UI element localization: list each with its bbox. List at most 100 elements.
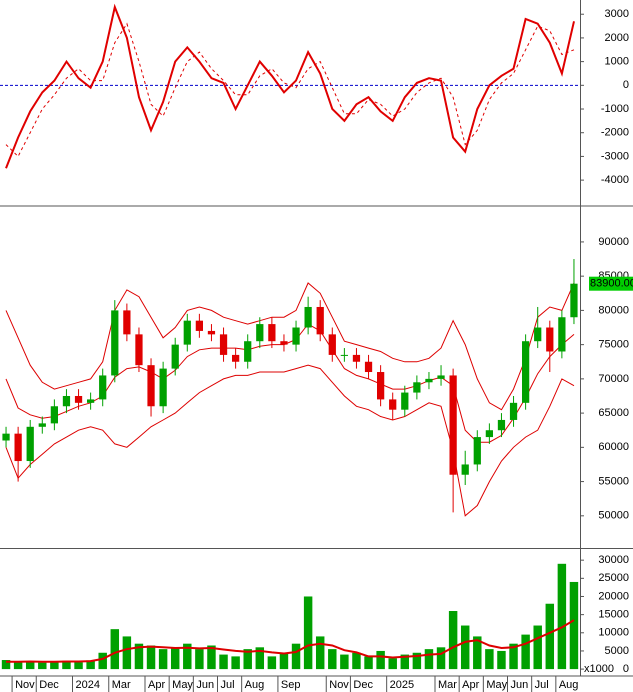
candle-body	[26, 426, 34, 462]
x-tick-label: Sep	[281, 679, 301, 691]
y-tick-label: 90000	[598, 236, 629, 248]
volume-bar	[255, 647, 265, 670]
y-tick-label: 0	[623, 79, 629, 91]
volume-bar	[521, 634, 530, 670]
candle-body	[304, 306, 312, 328]
y-tick-label: 20000	[598, 590, 629, 602]
x-tick-label: Mar	[438, 679, 457, 691]
y-tick-label: 10000	[598, 627, 629, 639]
volume-bar	[291, 643, 301, 670]
x-tick-label: Dec	[39, 679, 59, 691]
volume-bar	[545, 603, 555, 670]
volume-bar	[315, 636, 325, 670]
y-tick-label: 5000	[605, 645, 629, 657]
volume-bar	[122, 636, 132, 670]
volume-bar	[62, 660, 71, 670]
volume-bar	[460, 625, 470, 670]
volume-bar	[207, 645, 216, 670]
candle-body	[147, 365, 155, 407]
volume-bar	[352, 652, 361, 670]
candle-body	[232, 354, 240, 362]
y-tick-label: 75000	[598, 339, 629, 351]
candle-body	[522, 341, 530, 403]
candle-body	[352, 354, 361, 362]
candle-body	[534, 327, 542, 342]
volume-bar	[533, 625, 542, 670]
candle-body	[509, 402, 518, 420]
y-tick-label: 30000	[598, 554, 629, 566]
volume-bar	[303, 596, 313, 670]
last-price-box	[589, 276, 633, 291]
x-tick-label: May	[486, 679, 507, 691]
y-tick-label: 25000	[598, 572, 629, 584]
candle-body	[62, 395, 71, 407]
candle-body	[425, 378, 433, 383]
x-tick-label: Jul	[535, 679, 549, 691]
y-tick-label: 60000	[598, 441, 629, 453]
x-tick-label: Nov	[329, 679, 349, 691]
candle-body	[328, 334, 336, 355]
candle-body	[473, 437, 481, 465]
candle-body	[437, 375, 445, 379]
y-tick-label: 50000	[598, 510, 629, 522]
y-tick-label: -4000	[601, 174, 629, 186]
last-price-label: 83900.00	[590, 278, 633, 290]
candle-body	[14, 433, 22, 462]
x-tick-label: 2024	[76, 679, 100, 691]
volume-bar	[146, 645, 156, 670]
volume-bar	[50, 661, 59, 670]
candle-body	[50, 406, 58, 424]
volume-bar	[424, 649, 434, 670]
volume-bar	[98, 652, 107, 670]
volume-bar	[497, 650, 506, 670]
candle-body	[256, 324, 264, 342]
x-tick-label: Aug	[245, 679, 265, 691]
y-tick-label: 1000	[605, 56, 629, 68]
candle-body	[99, 375, 107, 400]
candle-body	[401, 392, 409, 410]
volume-bar	[388, 658, 397, 670]
y-tick-label: 80000	[598, 304, 629, 316]
volume-bar	[412, 652, 422, 670]
candle-body	[123, 310, 131, 335]
volume-bar	[183, 643, 192, 670]
y-tick-label: 2000	[605, 32, 629, 44]
x-tick-label: Dec	[353, 679, 373, 691]
candle-body	[558, 317, 566, 352]
volume-bar	[86, 660, 95, 670]
candle-body	[340, 354, 348, 356]
volume-bar	[134, 643, 144, 670]
volume-bar	[38, 662, 47, 670]
unit-label: x1000	[584, 663, 614, 675]
series-line	[5, 364, 575, 517]
volume-bar	[158, 649, 168, 670]
candle-body	[292, 327, 300, 345]
candle-body	[497, 419, 506, 431]
y-tick-label: 3000	[605, 8, 629, 20]
x-tick-label: Jul	[221, 679, 235, 691]
candle-body	[159, 368, 167, 407]
volume-bar	[110, 629, 120, 670]
volume-bar	[473, 636, 482, 670]
y-tick-label: 55000	[598, 475, 629, 487]
candle-body	[183, 320, 191, 345]
x-tick-label: Mar	[112, 679, 131, 691]
candle-body	[195, 320, 203, 331]
volume-bar	[219, 654, 228, 670]
candle-body	[364, 361, 373, 373]
volume-bar	[279, 652, 289, 670]
volume-bar	[400, 654, 410, 670]
x-tick-label: May	[172, 679, 193, 691]
candle-body	[485, 430, 493, 438]
candle-body	[135, 334, 143, 366]
volume-bar	[1, 660, 11, 670]
candle-body	[389, 399, 397, 410]
series-line	[5, 282, 575, 411]
x-tick-label: Jun	[511, 679, 529, 691]
volume-bar	[364, 656, 373, 670]
volume-bar	[267, 656, 277, 670]
y-tick-label: 0	[623, 663, 629, 675]
candle-body	[546, 327, 554, 352]
candle-body	[316, 306, 324, 335]
volume-bar	[485, 649, 494, 670]
